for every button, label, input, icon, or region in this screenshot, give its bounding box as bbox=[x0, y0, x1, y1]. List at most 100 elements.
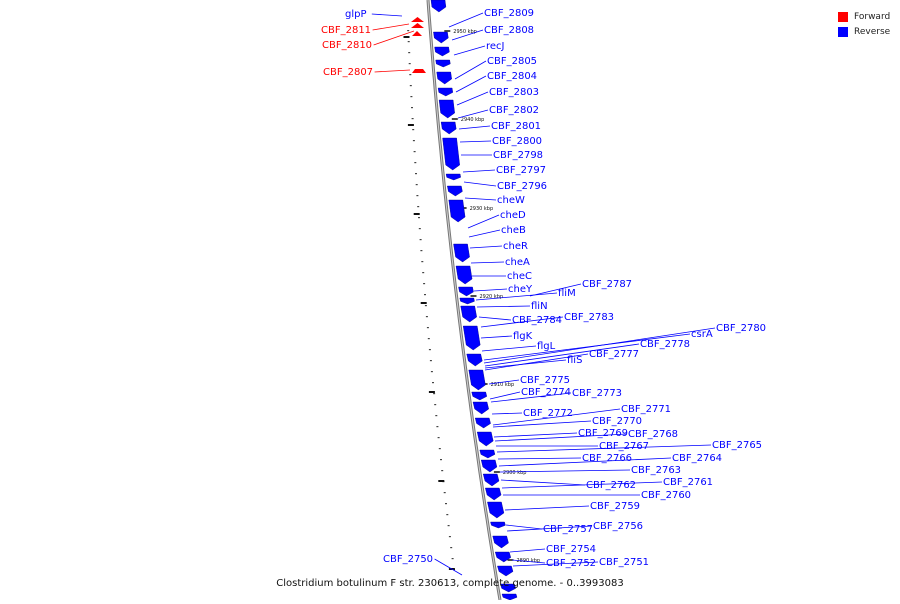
legend-label: Reverse bbox=[854, 26, 891, 37]
minor-tick-mark bbox=[408, 52, 411, 54]
gene-label-reverse: CBF_2754 bbox=[546, 544, 596, 555]
minor-tick-mark bbox=[428, 349, 431, 351]
forward-swatch-icon bbox=[838, 11, 848, 22]
leader-line bbox=[499, 469, 631, 473]
leader-line bbox=[455, 75, 487, 93]
reverse-feature-arrow bbox=[445, 173, 461, 181]
reverse-feature-arrow bbox=[490, 521, 506, 529]
leader-line bbox=[493, 432, 578, 438]
leader-line bbox=[494, 433, 628, 442]
reverse-feature-arrow bbox=[482, 473, 500, 487]
leader-line bbox=[500, 479, 586, 486]
leader-line bbox=[470, 261, 505, 264]
gene-label-reverse: cheB bbox=[501, 225, 526, 236]
gene-label-reverse: CBF_2797 bbox=[496, 165, 546, 176]
leader-line bbox=[459, 140, 492, 143]
gene-label-reverse: CBF_2798 bbox=[493, 150, 543, 161]
minor-tick-mark bbox=[418, 217, 420, 219]
major-tick-mark bbox=[407, 124, 414, 126]
leader-line bbox=[464, 197, 497, 201]
reverse-feature-arrow bbox=[435, 59, 451, 68]
major-tick-mark bbox=[428, 391, 435, 393]
minor-tick-mark bbox=[441, 470, 444, 472]
gene-label-reverse: cheY bbox=[508, 284, 533, 295]
gene-label-reverse: CBF_2752 bbox=[546, 558, 596, 569]
minor-tick-mark bbox=[434, 404, 437, 406]
leader-line bbox=[457, 109, 489, 119]
leader-line bbox=[454, 60, 487, 80]
minor-tick-mark bbox=[411, 107, 413, 109]
leader-line bbox=[372, 23, 410, 31]
gene-label-reverse: CBF_2762 bbox=[586, 480, 636, 491]
gene-label-reverse: CBF_2763 bbox=[631, 465, 681, 476]
legend-item-reverse: Reverse bbox=[838, 24, 890, 39]
gene-label-forward: CBF_2810 bbox=[322, 40, 372, 51]
reverse-feature-arrow bbox=[487, 501, 505, 519]
leader-line bbox=[481, 345, 537, 352]
gene-label-reverse: CBF_2756 bbox=[593, 521, 643, 532]
minor-tick-mark bbox=[426, 327, 429, 329]
minor-tick-mark bbox=[412, 140, 415, 142]
leader-line bbox=[434, 558, 463, 576]
leader-line bbox=[484, 353, 589, 371]
reverse-feature-arrow bbox=[448, 199, 466, 223]
gene-label-reverse: CBF_2808 bbox=[484, 25, 534, 36]
reverse-feature-arrow bbox=[500, 583, 516, 593]
leader-line bbox=[458, 125, 491, 130]
gene-label-reverse: CBF_2770 bbox=[592, 416, 642, 427]
gene-label-reverse: cheC bbox=[507, 271, 532, 282]
gene-label-reverse: CBF_2783 bbox=[564, 312, 614, 323]
gene-label-reverse: fliS bbox=[567, 355, 582, 366]
minor-tick-mark bbox=[451, 558, 454, 560]
reverse-feature-arrow bbox=[458, 286, 474, 297]
gene-label-forward: CBF_2811 bbox=[321, 25, 371, 36]
gene-label-reverse: fliN bbox=[531, 301, 548, 312]
gene-label-reverse: CBF_2772 bbox=[523, 408, 573, 419]
minor-tick-mark bbox=[425, 316, 428, 318]
leader-line bbox=[488, 379, 520, 385]
leader-line bbox=[480, 335, 513, 339]
gene-label-reverse: CBF_2775 bbox=[520, 375, 570, 386]
leader-line bbox=[473, 288, 508, 292]
minor-tick-mark bbox=[424, 305, 427, 307]
leader-line bbox=[511, 559, 546, 564]
minor-tick-mark bbox=[409, 85, 412, 87]
kbp-tick-label: 2920 kbp bbox=[480, 294, 504, 300]
gene-label-reverse: CBF_2784 bbox=[512, 315, 562, 326]
leader-line bbox=[483, 327, 716, 364]
minor-tick-mark bbox=[440, 459, 442, 461]
leader-line bbox=[512, 561, 599, 567]
gene-label-reverse: CBF_2778 bbox=[640, 339, 690, 350]
kbp-tick-label: 2940 kbp bbox=[461, 117, 485, 123]
reverse-feature-arrow bbox=[434, 46, 450, 57]
leader-line bbox=[451, 29, 484, 41]
minor-tick-mark bbox=[423, 283, 426, 285]
leader-line bbox=[462, 169, 496, 173]
kbp-tick-label: 2930 kbp bbox=[470, 206, 494, 212]
minor-tick-mark bbox=[443, 492, 446, 494]
forward-feature-arrow bbox=[411, 17, 424, 22]
leader-line bbox=[475, 292, 558, 301]
gene-label-reverse: CBF_2771 bbox=[621, 404, 671, 415]
leader-line bbox=[496, 444, 712, 453]
minor-tick-mark bbox=[427, 338, 430, 340]
gene-label-reverse: CBF_2766 bbox=[582, 453, 632, 464]
gene-label-reverse: CBF_2774 bbox=[521, 387, 571, 398]
minor-tick-mark bbox=[447, 525, 450, 527]
minor-tick-mark bbox=[424, 294, 426, 296]
reverse-feature-arrow bbox=[501, 593, 518, 601]
leader-line bbox=[456, 91, 489, 106]
minor-tick-mark bbox=[407, 41, 410, 43]
reverse-feature-arrow bbox=[459, 297, 475, 305]
gene-label-reverse: CBF_2765 bbox=[712, 440, 762, 451]
leader-line bbox=[478, 316, 512, 321]
reverse-feature-arrow bbox=[453, 243, 470, 263]
leader-line bbox=[463, 181, 497, 187]
minor-tick-mark bbox=[436, 426, 439, 428]
gene-label-reverse: CBF_2768 bbox=[628, 429, 678, 440]
genome-axis-highlight bbox=[427, 0, 501, 601]
reverse-feature-arrow bbox=[468, 369, 486, 391]
leader-line bbox=[497, 457, 582, 460]
reverse-feature-arrow bbox=[436, 71, 452, 85]
gene-label-reverse: flgK bbox=[513, 331, 533, 342]
